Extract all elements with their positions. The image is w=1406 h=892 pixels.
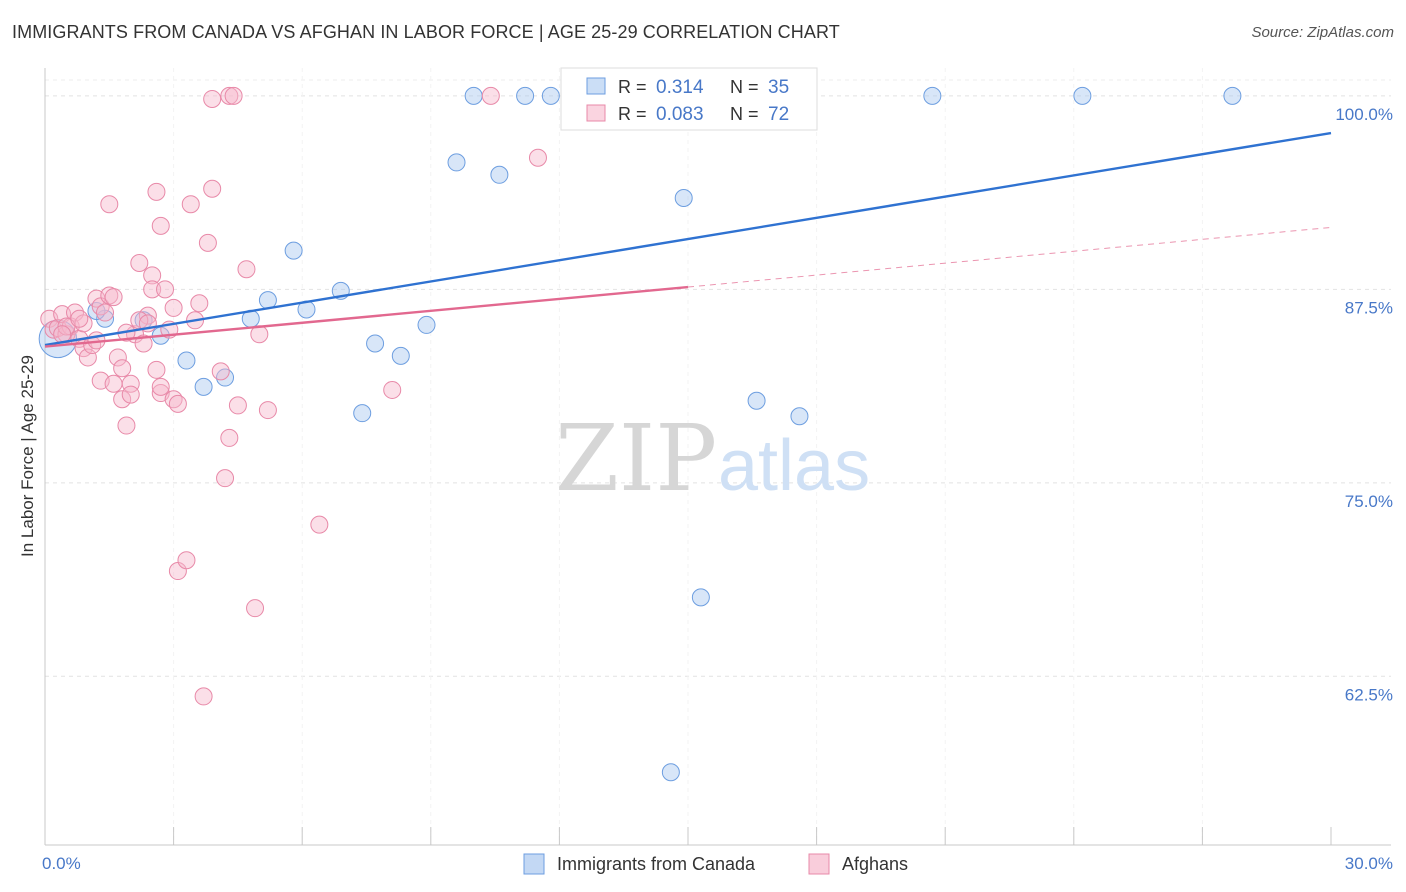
point-afghans [96,303,115,322]
stats-r-label: R = [618,77,647,97]
point-canada [1223,86,1242,105]
point-afghans [228,396,247,415]
stats-n-label: N = [730,104,759,124]
y-tick-label: 100.0% [1335,105,1393,124]
point-afghans [481,86,500,105]
point-afghans [138,306,157,325]
point-canada [923,86,942,105]
stats-n-value: 35 [768,77,789,98]
point-afghans [198,233,217,252]
point-canada [1073,86,1092,105]
point-canada [366,334,385,353]
x-tick-label: 0.0% [42,854,81,873]
point-afghans [258,401,277,420]
point-canada [747,391,766,410]
chart-title: IMMIGRANTS FROM CANADA VS AFGHAN IN LABO… [12,22,840,42]
point-afghans [177,551,196,570]
legend-swatch-blue [523,853,545,875]
point-canada [177,351,196,370]
trend-line-pink [44,285,689,348]
grid-layer [45,68,1391,845]
point-afghans [216,469,235,488]
legend-label-pink: Afghans [842,854,908,874]
point-canada [447,153,466,172]
point-afghans [310,515,329,534]
trend-line-blue [44,131,1332,347]
source-credit: Source: ZipAtlas.com [1251,24,1394,41]
point-afghans [190,294,209,313]
stats-swatch-blue [586,77,606,95]
x-tick-label: 30.0% [1345,854,1393,873]
bottom-legend: Immigrants from Canada Afghans [523,853,908,875]
point-canada [464,86,483,105]
point-canada [790,407,809,426]
point-canada [661,763,680,782]
stats-n-label: N = [730,77,759,97]
point-afghans [220,86,239,105]
stats-n-value: 72 [768,104,789,125]
point-afghans [383,380,402,399]
point-afghans [100,195,119,214]
point-afghans [181,195,200,214]
stats-r-value: 0.083 [656,104,704,125]
point-afghans [237,260,256,279]
point-afghans [143,266,162,285]
watermark-zip: ZIP [555,405,717,512]
point-afghans [224,86,243,105]
point-canada [417,315,436,334]
point-afghans [164,298,183,317]
point-canada [691,588,710,607]
axis-layer [44,68,1391,846]
y-tick-label: 75.0% [1345,492,1393,511]
point-afghans [134,334,153,353]
point-afghans [147,182,166,201]
point-afghans [147,360,166,379]
y-tick-label: 62.5% [1345,685,1393,704]
point-afghans [168,394,187,413]
watermark: ZIP atlas [555,405,870,512]
legend-label-blue: Immigrants from Canada [557,854,756,874]
point-afghans [528,148,547,167]
stats-r-value: 0.314 [656,77,704,98]
point-canada [674,189,693,208]
point-canada [194,377,213,396]
point-canada [353,404,372,423]
point-afghans [203,179,222,198]
point-afghans [113,359,132,378]
point-canada [516,86,535,105]
point-canada [391,346,410,365]
point-canada [284,241,303,260]
point-afghans [211,362,230,381]
point-afghans [104,288,123,307]
stats-swatch-pink [586,104,606,122]
point-afghans [203,89,222,108]
point-afghans [70,309,89,328]
point-afghans [117,416,136,435]
y-tick-label: 87.5% [1345,298,1393,317]
point-canada [490,165,509,184]
point-afghans [194,687,213,706]
trend-line-dashed-pink [687,226,1332,288]
point-afghans [156,280,175,299]
trend-layer [44,131,1332,348]
point-afghans [151,216,170,235]
legend-swatch-pink [808,853,830,875]
point-canada [541,86,560,105]
point-afghans [151,377,170,396]
tick-labels: 100.0% 87.5% 75.0% 62.5% 0.0% 30.0% [42,105,1393,873]
points-layer [38,86,1242,782]
point-afghans [220,428,239,447]
point-afghans [130,254,149,273]
point-afghans [121,385,140,404]
point-afghans [108,348,127,367]
point-afghans [246,599,265,618]
stats-legend: R = 0.314 N = 35 R = 0.083 N = 72 [560,67,818,131]
point-afghans [121,374,140,393]
watermark-atlas: atlas [718,426,870,506]
stats-r-label: R = [618,104,647,124]
point-afghans [104,374,123,393]
point-afghans [143,280,162,299]
point-afghans [113,390,132,409]
